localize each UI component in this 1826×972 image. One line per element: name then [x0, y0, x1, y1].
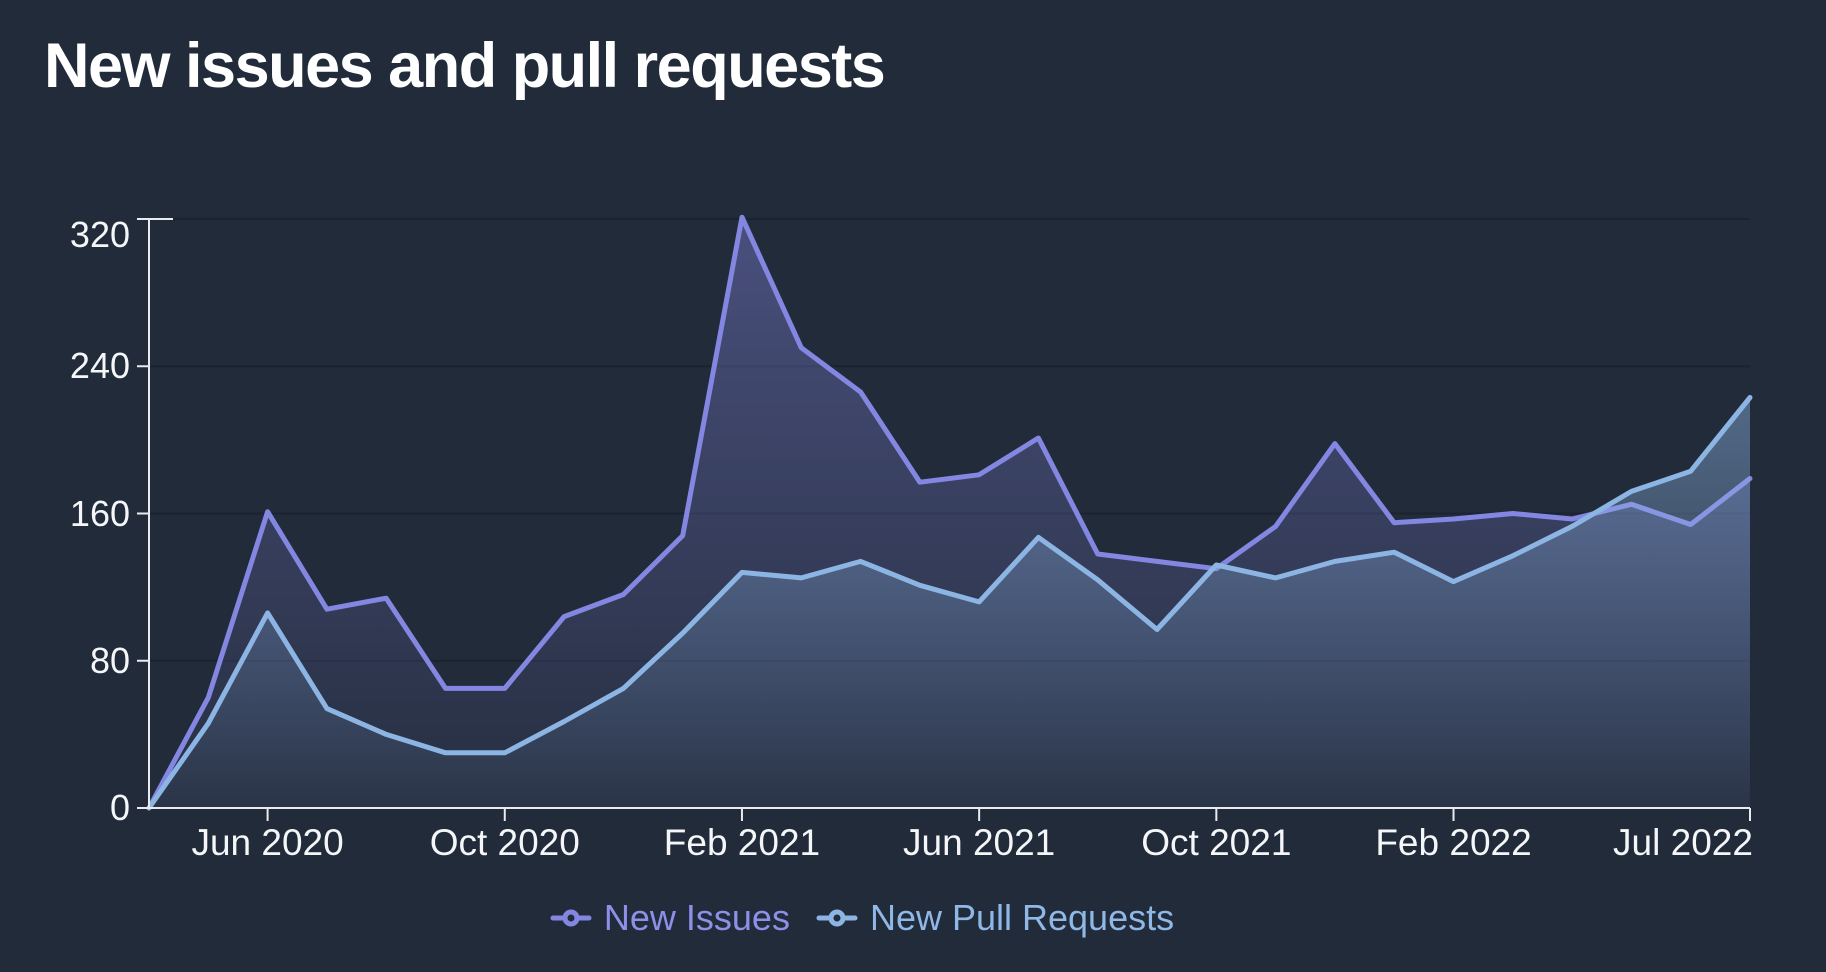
legend-label-new-issues: New Issues: [603, 897, 790, 938]
x-axis-label: Oct 2021: [1141, 822, 1292, 863]
legend-label-new-pull-requests: New Pull Requests: [869, 897, 1175, 938]
y-axis-label: 160: [69, 492, 130, 534]
chart-title: New issues and pull requests: [44, 31, 886, 101]
y-axis-label: 0: [109, 787, 130, 828]
x-axis-label: Feb 2022: [1375, 822, 1532, 863]
legend-item-new-pull-requests[interactable]: New Pull Requests: [816, 896, 1174, 940]
y-axis-label: 240: [69, 345, 130, 387]
new-pull-requests-line: [146, 395, 1753, 811]
x-axis-label: Jun 2020: [191, 822, 344, 863]
y-axis-label: 320: [69, 214, 130, 255]
y-axis-label: 80: [89, 639, 130, 681]
new-issues-line: [146, 214, 1753, 811]
x-axis-label: Jun 2021: [903, 822, 1056, 863]
new-pull-requests-area: [149, 397, 1750, 808]
x-axis-label: Oct 2020: [429, 822, 580, 863]
line-with-ring-icon: [816, 909, 858, 927]
line-with-ring-icon: [550, 909, 592, 927]
x-axis-label: Feb 2021: [663, 822, 821, 863]
legend: New Issues New Pull Requests: [0, 896, 1724, 940]
legend-item-new-issues[interactable]: New Issues: [550, 896, 790, 940]
x-axis-label: Jul 2022: [1613, 822, 1753, 863]
